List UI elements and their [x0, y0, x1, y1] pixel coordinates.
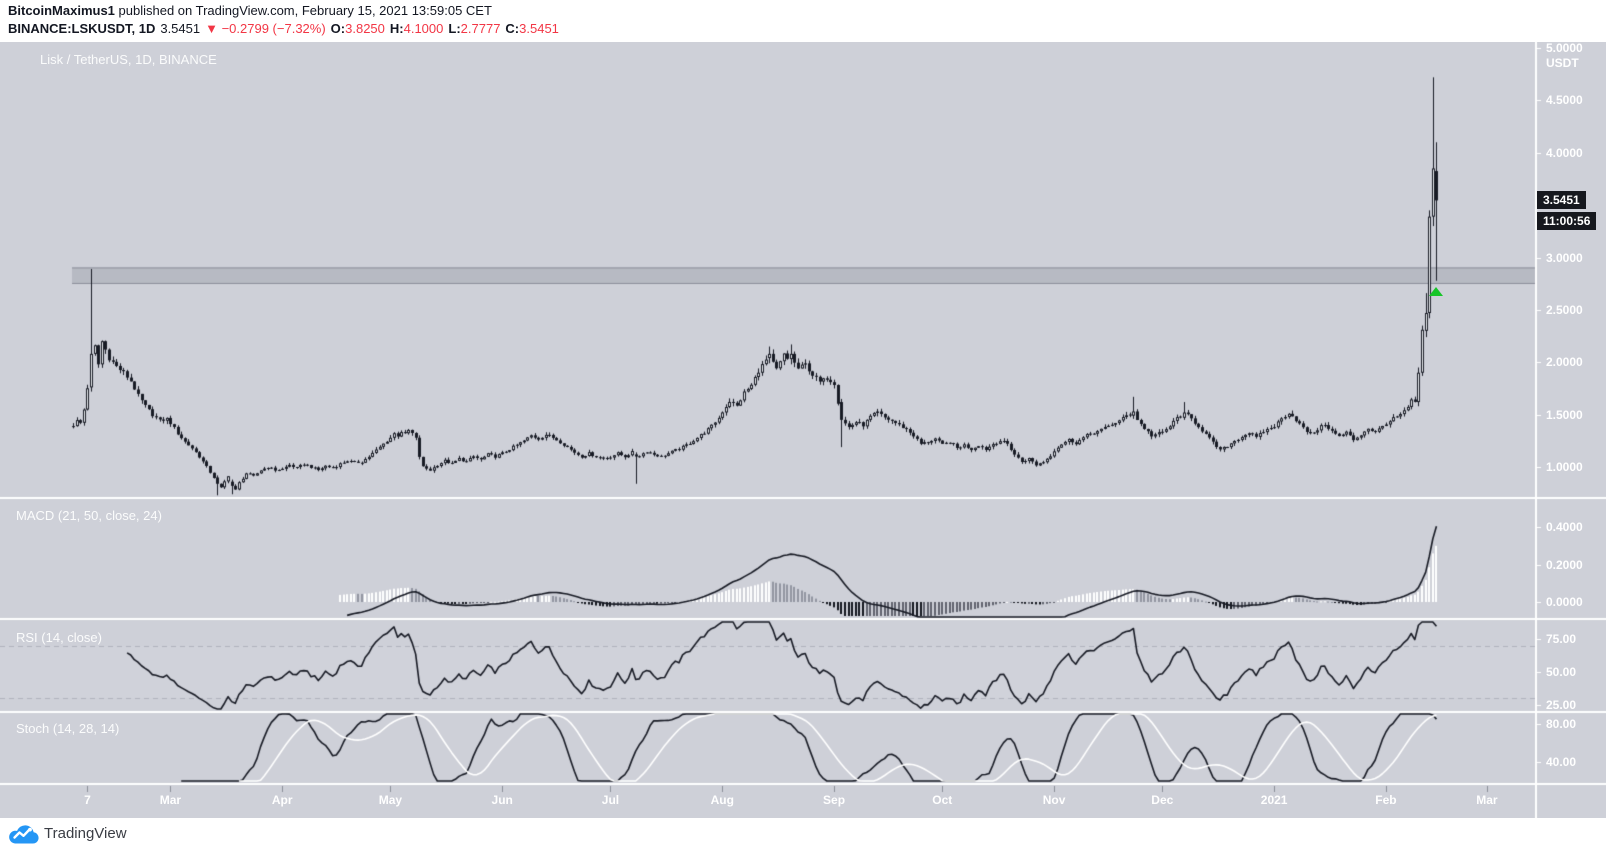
macd-axis-label: 0.0000: [1546, 595, 1583, 609]
time-axis-label: Mar: [159, 793, 182, 807]
time-axis-label: Aug: [710, 793, 734, 807]
brand-name[interactable]: TradingView: [44, 825, 127, 842]
time-axis-label: Feb: [1375, 793, 1397, 807]
low-label: L:: [448, 21, 461, 36]
time-axis-label: 7: [84, 793, 91, 807]
chart-canvas[interactable]: [0, 42, 1606, 818]
last-price-badge: 3.5451: [1537, 191, 1586, 210]
time-axis-label: 2021: [1260, 793, 1288, 807]
publish-line: BitcoinMaximus1 published on TradingView…: [8, 3, 492, 18]
high-label: H:: [389, 21, 404, 36]
rsi-axis-label: 75.00: [1546, 632, 1577, 646]
time-axis-label: Sep: [823, 793, 846, 807]
symbol-name: BINANCE:LSKUSDT, 1D: [8, 21, 156, 36]
rsi-pane-title: RSI (14, close): [16, 630, 102, 645]
macd-axis-label: 0.4000: [1546, 520, 1583, 534]
rsi-axis-label: 50.00: [1546, 665, 1577, 679]
open-value: 3.8250: [345, 21, 385, 36]
price-axis-label: 5.0000: [1546, 42, 1583, 55]
last-price: 3.5451: [160, 21, 201, 36]
footer: TradingView: [0, 818, 1606, 852]
macd-axis-label: 0.2000: [1546, 557, 1583, 572]
close-label: C:: [505, 21, 520, 36]
price-axis-label: 4.5000: [1546, 93, 1583, 108]
low-value: 2.7777: [460, 21, 501, 36]
stoch-axis-label: 80.00: [1546, 717, 1577, 731]
price-axis-label: 2.5000: [1546, 302, 1583, 317]
buy-signal-marker-icon: [1429, 286, 1444, 296]
chart-area[interactable]: Lisk / TetherUS, 1D, BINANCE MACD (21, 5…: [0, 42, 1606, 818]
high-value: 4.1000: [403, 21, 444, 36]
author-name: BitcoinMaximus1: [8, 3, 115, 18]
price-axis-label: 1.0000: [1546, 460, 1583, 474]
symbol-line: BINANCE:LSKUSDT, 1D 3.5451 ▼ −0.2799 (−7.3…: [8, 21, 559, 36]
time-axis-label: Jul: [601, 793, 620, 807]
stoch-pane-title: Stoch (14, 28, 14): [16, 721, 120, 736]
price-axis-label: 2.0000: [1546, 355, 1583, 370]
price-axis-label: 4.0000: [1546, 145, 1583, 160]
time-axis-label: Oct: [932, 793, 953, 807]
open-label: O:: [330, 21, 346, 36]
time-axis-label: Nov: [1042, 793, 1066, 807]
time-axis-label: May: [378, 793, 403, 807]
time-axis-label: Apr: [271, 793, 293, 807]
price-axis-label: 1.5000: [1546, 407, 1583, 422]
publish-info: published on TradingView.com, February 1…: [114, 3, 492, 18]
rsi-axis-label: 25.00: [1546, 698, 1577, 712]
time-axis-label: Mar: [1476, 793, 1498, 807]
time-axis-label: Dec: [1151, 793, 1174, 807]
bar-countdown-badge: 11:00:56: [1537, 212, 1597, 231]
price-axis-unit: USDT: [1546, 56, 1579, 70]
tradingview-logo-icon[interactable]: [8, 822, 39, 846]
price-change: ▼ −0.2799 (−7.32%): [205, 21, 326, 36]
stoch-axis-label: 40.00: [1546, 755, 1577, 769]
price-pane-title: Lisk / TetherUS, 1D, BINANCE: [40, 52, 217, 67]
time-axis-label: Jun: [491, 793, 513, 807]
close-value: 3.5451: [519, 21, 559, 36]
macd-pane-title: MACD (21, 50, close, 24): [16, 508, 162, 523]
price-axis-label: 3.0000: [1546, 250, 1583, 265]
